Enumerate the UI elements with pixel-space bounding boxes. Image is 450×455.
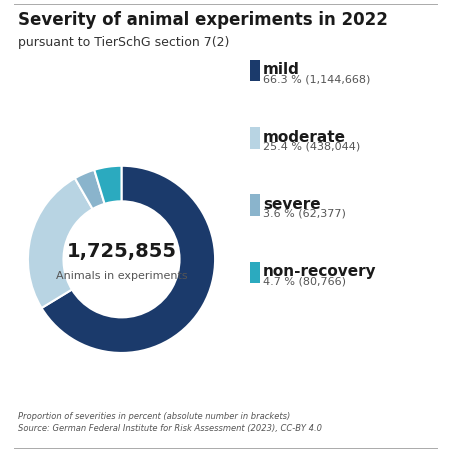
Wedge shape [75, 170, 104, 209]
Text: mild: mild [263, 62, 300, 77]
Text: Severity of animal experiments in 2022: Severity of animal experiments in 2022 [18, 11, 388, 30]
Text: 1,725,855: 1,725,855 [67, 243, 176, 261]
Text: 3.6 % (62,377): 3.6 % (62,377) [263, 209, 346, 219]
Text: non-recovery: non-recovery [263, 264, 377, 279]
Text: Animals in experiments: Animals in experiments [56, 271, 187, 281]
Text: 66.3 % (1,144,668): 66.3 % (1,144,668) [263, 74, 371, 84]
Text: Proportion of severities in percent (absolute number in brackets): Proportion of severities in percent (abs… [18, 412, 290, 421]
Text: 4.7 % (80,766): 4.7 % (80,766) [263, 276, 346, 286]
Text: severe: severe [263, 197, 321, 212]
Wedge shape [94, 166, 122, 204]
Text: Source: German Federal Institute for Risk Assessment (2023), CC-BY 4.0: Source: German Federal Institute for Ris… [18, 424, 322, 433]
Text: pursuant to TierSchG section 7(2): pursuant to TierSchG section 7(2) [18, 36, 230, 50]
Wedge shape [41, 166, 215, 353]
Text: moderate: moderate [263, 130, 346, 145]
Wedge shape [28, 178, 93, 308]
Text: 25.4 % (438,044): 25.4 % (438,044) [263, 142, 360, 152]
